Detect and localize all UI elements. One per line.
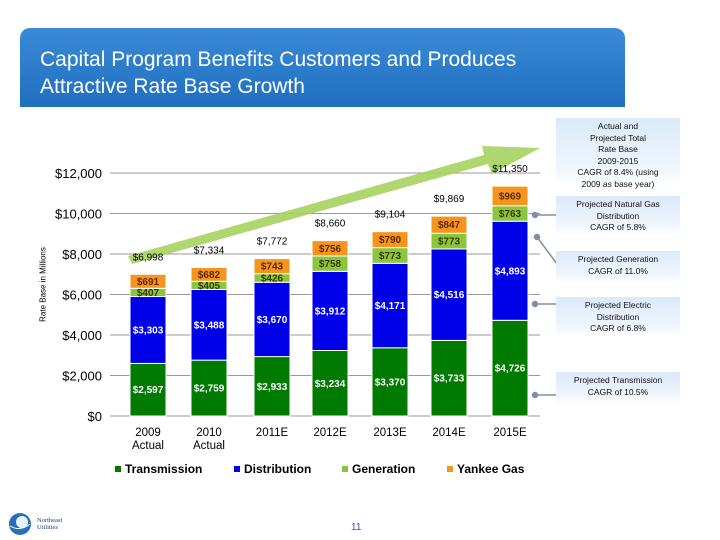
x-tick-label: Actual — [132, 440, 164, 452]
legend-swatch — [115, 466, 121, 472]
data-label: $691 — [137, 277, 160, 288]
bar-yankee-gas — [253, 258, 291, 275]
data-label: $3,488 — [194, 320, 225, 331]
y-tick-label: $2,000 — [62, 369, 102, 384]
globe-icon — [9, 513, 31, 535]
data-label: $4,726 — [495, 364, 526, 375]
total-label: $9,104 — [375, 210, 406, 221]
data-label: $4,171 — [375, 301, 406, 312]
total-label: $7,772 — [257, 237, 288, 248]
bar-transmission — [129, 362, 167, 417]
bar-distribution — [311, 270, 349, 352]
x-tick-label: 2011E — [256, 427, 289, 439]
data-label: $743 — [261, 262, 284, 273]
data-label: $758 — [319, 259, 342, 270]
data-label: $969 — [499, 191, 522, 202]
bar-yankee-gas — [491, 185, 529, 207]
total-label: $9,869 — [434, 194, 465, 205]
bar-yankee-gas — [430, 215, 468, 234]
callout-transmission-cagr: Projected Transmission CAGR of 10.5% — [556, 372, 680, 404]
data-label: $2,933 — [257, 382, 288, 393]
bar-yankee-gas — [190, 266, 228, 282]
legend-swatch — [342, 466, 348, 472]
data-label: $4,893 — [495, 266, 526, 277]
data-label: $763 — [499, 209, 522, 220]
logo-text: Northeast Utilities — [37, 517, 63, 531]
bar-yankee-gas — [129, 273, 167, 289]
bar-transmission — [190, 359, 228, 417]
y-axis-label: Rate Base in Millions — [38, 247, 48, 322]
y-tick-label: $12,000 — [55, 166, 102, 181]
data-label: $3,370 — [375, 377, 406, 388]
data-label: $3,912 — [315, 306, 346, 317]
page-number: 11 — [351, 522, 362, 533]
title-banner: Capital Program Benefits Customers and P… — [20, 28, 625, 107]
callout-distribution-cagr: Projected Electric Distribution CAGR of … — [556, 297, 680, 337]
data-label: $790 — [379, 235, 402, 246]
data-label: $407 — [137, 288, 160, 299]
data-label: $426 — [261, 273, 284, 284]
legend-generation: Generation — [342, 462, 415, 476]
data-label: $773 — [379, 251, 402, 262]
data-label: $682 — [198, 270, 221, 281]
slide-title: Capital Program Benefits Customers and P… — [40, 48, 517, 98]
legend-label: Distribution — [244, 462, 312, 476]
x-tick-label: 2010 — [196, 427, 222, 439]
legend-yankee-gas: Yankee Gas — [447, 462, 524, 476]
x-tick-label: 2015E — [493, 427, 527, 439]
callout-total-cagr: Actual and Projected Total Rate Base 200… — [556, 118, 680, 189]
data-label: $3,670 — [257, 315, 288, 326]
data-label: $4,516 — [434, 290, 465, 301]
total-label: $11,350 — [492, 164, 528, 175]
x-tick-label: 2012E — [313, 427, 347, 439]
bar-transmission — [371, 347, 409, 417]
legend-swatch — [447, 466, 453, 472]
legend-label: Yankee Gas — [457, 462, 525, 476]
callout-generation-cagr: Projected Generation CAGR of 11.0% — [556, 251, 680, 283]
bar-transmission — [311, 350, 349, 417]
y-tick-label: $8,000 — [62, 247, 102, 262]
data-label: $3,234 — [315, 379, 346, 390]
y-tick-label: $6,000 — [62, 288, 102, 303]
total-label: $6,998 — [133, 252, 164, 263]
growth-arrow — [128, 146, 540, 264]
y-tick-label: $4,000 — [62, 328, 102, 343]
data-label: $2,759 — [194, 384, 225, 395]
bar-yankee-gas — [311, 240, 349, 257]
data-label: $3,303 — [133, 325, 164, 336]
legend-label: Transmission — [125, 462, 203, 476]
x-tick-label: 2014E — [432, 427, 466, 439]
legend-label: Generation — [352, 462, 416, 476]
bar-transmission — [491, 319, 529, 417]
bar-yankee-gas — [371, 231, 409, 249]
data-label: $756 — [319, 244, 342, 255]
y-tick-label: $10,000 — [55, 207, 102, 222]
bar-distribution — [491, 220, 529, 321]
company-logo: Northeast Utilities — [8, 512, 62, 536]
bar-distribution — [430, 248, 468, 341]
bar-distribution — [129, 296, 167, 364]
legend-distribution: Distribution — [234, 462, 311, 476]
data-label: $405 — [198, 281, 221, 292]
legend-swatch — [234, 466, 240, 472]
x-tick-label: 2013E — [373, 427, 407, 439]
y-tick-label: $0 — [88, 409, 102, 424]
data-label: $3,733 — [434, 374, 465, 385]
data-label: $847 — [438, 220, 461, 231]
x-tick-label: 2009 — [135, 427, 161, 439]
bar-transmission — [253, 356, 291, 417]
bar-distribution — [190, 288, 228, 361]
bar-distribution — [253, 281, 291, 358]
total-label: $7,334 — [194, 245, 225, 256]
total-label: $8,660 — [315, 219, 346, 230]
data-label: $773 — [438, 237, 461, 248]
legend-transmission: Transmission — [115, 462, 202, 476]
callout-gas-cagr: Projected Natural Gas Distribution CAGR … — [556, 196, 680, 236]
x-tick-label: Actual — [193, 440, 225, 452]
data-label: $2,597 — [133, 385, 164, 396]
